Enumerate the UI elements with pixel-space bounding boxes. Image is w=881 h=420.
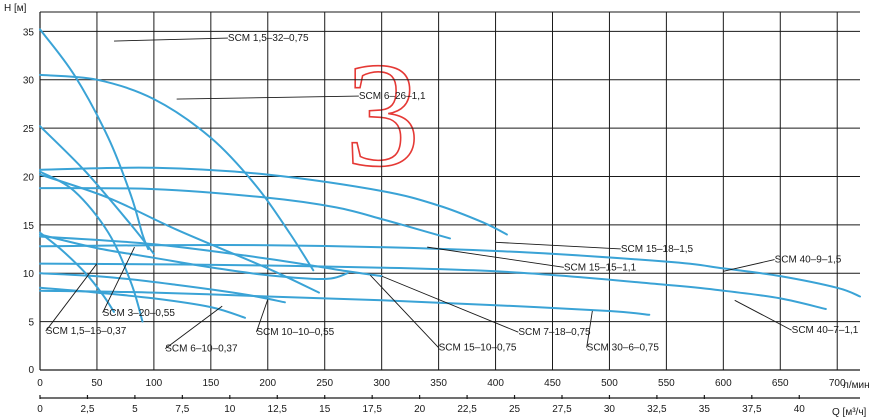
x2-tick-label: 25	[509, 404, 521, 415]
x2-tick-label: 27,5	[552, 404, 572, 415]
watermark-number: 3	[345, 32, 420, 198]
series-label: SCM 40–7–1,1	[792, 325, 859, 336]
series-line	[39, 262, 827, 310]
series-label: SCM 10–10–0,55	[256, 327, 334, 338]
y-tick-label: 10	[23, 269, 35, 280]
x2-tick-label: 10	[224, 404, 236, 415]
series-lines	[39, 28, 861, 323]
series-label: SCM 1,5–16–0,37	[46, 326, 127, 337]
series-label: SCM 15–18–1,5	[621, 244, 694, 255]
series-label: SCM 7–18–0,75	[518, 327, 591, 338]
annotation-leader	[723, 259, 775, 272]
x-tick-label: 500	[601, 378, 618, 389]
annotation-labels: SCM 1,5–32–0,75 SCM 6–26–1,1 SCM 15–18–1,5…	[46, 33, 859, 355]
x2-tick-label: 22,5	[457, 404, 477, 415]
annotation-leader	[381, 275, 519, 333]
series-label: SCM 15–15–1,1	[564, 262, 637, 273]
annotation-leader	[586, 310, 593, 348]
y-tick-label: 15	[23, 221, 35, 232]
annotation-leader	[102, 246, 135, 314]
x2-tick-label: 40	[794, 404, 806, 415]
x2-tick-label: 17,5	[362, 404, 382, 415]
x-tick-label: 50	[91, 378, 103, 389]
y-tick-label: 0	[28, 365, 34, 376]
annotation-leader	[165, 305, 223, 349]
series-label: SCM 6–10–0,37	[165, 344, 238, 355]
tick-labels: 0 50 100 150 200 250 300 350 400 450 500 550 600 650 7…	[23, 27, 846, 415]
series-label: SCM 6–26–1,1	[359, 91, 426, 102]
x2-tick-label: 5	[132, 404, 138, 415]
y-tick-label: 25	[23, 124, 35, 135]
series-line	[39, 125, 155, 255]
y-tick-label: 30	[23, 76, 35, 87]
x-tick-label: 0	[37, 378, 43, 389]
x2-tick-label: 35	[699, 404, 711, 415]
series-line	[39, 243, 861, 298]
x-tick-label: 550	[658, 378, 675, 389]
series-label: SCM 40–9–1,5	[775, 255, 842, 266]
x-tick-label: 600	[715, 378, 732, 389]
y-axis-label: H [м]	[4, 3, 27, 14]
x2-tick-label: 2,5	[81, 404, 95, 415]
x2-tick-label: 20	[414, 404, 426, 415]
series-line	[39, 166, 508, 236]
series-label: SCM 15–10–0,75	[439, 343, 517, 354]
x-tick-label: 300	[373, 378, 390, 389]
x2-tick-label: 37,5	[742, 404, 762, 415]
series-line	[39, 187, 451, 240]
annotation-leader	[176, 95, 359, 100]
annotation-leader	[495, 241, 621, 250]
annotation-leader	[734, 299, 792, 331]
series-line	[39, 272, 286, 304]
x-tick-label: 350	[430, 378, 447, 389]
series-line	[39, 231, 115, 313]
annotation-leader	[114, 37, 228, 42]
annotation-leader	[427, 246, 564, 268]
annotation-leader	[255, 299, 269, 333]
annotation-leader	[45, 263, 98, 332]
x-tick-label: 100	[146, 378, 163, 389]
x2-tick-label: 15	[319, 404, 331, 415]
x-tick-label: 700	[829, 378, 846, 389]
series-line	[39, 173, 320, 294]
x-tick-label: 650	[772, 378, 789, 389]
series-line	[39, 233, 349, 281]
x-tick-label: 250	[316, 378, 333, 389]
series-line	[39, 73, 315, 272]
series-line	[39, 28, 150, 251]
x-tick-label: 450	[544, 378, 561, 389]
series-line	[39, 235, 383, 278]
y-tick-label: 35	[23, 27, 35, 38]
x2-tick-label: 7,5	[175, 404, 189, 415]
annotation-leaders	[45, 37, 792, 349]
series-label: SCM 30–6–0,75	[587, 343, 660, 354]
x2-tick-label: 0	[37, 404, 43, 415]
axes	[39, 11, 860, 399]
series-line	[39, 289, 651, 316]
series-line	[39, 286, 246, 319]
x-tick-label: 400	[487, 378, 504, 389]
series-label: SCM 3–20–0,55	[103, 308, 176, 319]
x2-axis-label: Q [м³/ч]	[832, 407, 867, 418]
annotation-leader	[369, 274, 439, 348]
grid	[40, 12, 860, 370]
y-tick-label: 20	[23, 172, 35, 183]
x-tick-label: 150	[202, 378, 219, 389]
x-axis-label: л/мин	[843, 380, 870, 391]
x2-tick-label: 32,5	[647, 404, 667, 415]
y-tick-label: 5	[28, 318, 34, 329]
x-tick-label: 200	[259, 378, 276, 389]
x2-tick-label: 30	[604, 404, 616, 415]
series-label: SCM 1,5–32–0,75	[228, 33, 309, 44]
x2-tick-label: 12,5	[268, 404, 288, 415]
